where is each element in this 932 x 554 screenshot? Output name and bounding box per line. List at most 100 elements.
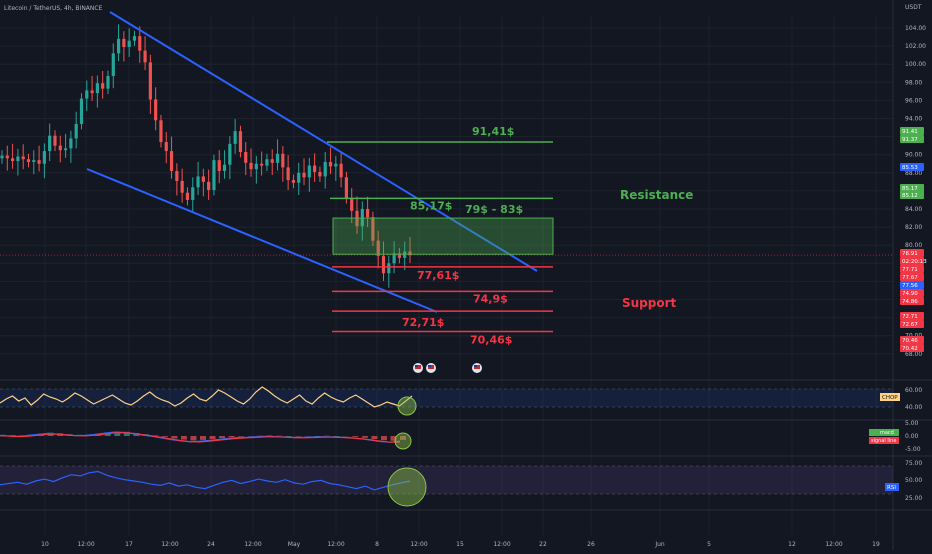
level-label: 91,41$ — [472, 125, 514, 138]
candle-body — [0, 156, 3, 159]
flag-canton — [415, 365, 418, 367]
macd-bar — [371, 436, 377, 439]
candle-body — [218, 160, 221, 171]
macd-bar — [229, 436, 235, 437]
candle-body — [122, 39, 125, 47]
time-tick-label: Jun — [654, 541, 665, 548]
time-tick-label: 12:00 — [244, 541, 261, 548]
candle-body — [165, 142, 168, 151]
price-badge-label: 72.71 — [902, 314, 918, 320]
candle-body — [255, 164, 258, 169]
candle-body — [191, 187, 194, 200]
candle-body — [271, 159, 274, 163]
price-tick-label: 90.00 — [905, 152, 922, 159]
support-annotation: Support — [622, 296, 677, 310]
candle-body — [181, 181, 184, 193]
candle-body — [265, 159, 268, 165]
chop-tick-label: 60.00 — [905, 387, 922, 394]
candle-body — [149, 62, 152, 99]
price-badge-label: 77.56 — [902, 283, 918, 289]
candle-body — [393, 253, 396, 263]
event-flag-icon — [426, 363, 436, 373]
macd-bar — [210, 436, 216, 439]
candle-body — [313, 166, 316, 172]
price-tick-label: 96.00 — [905, 97, 922, 104]
event-flag-icon — [413, 363, 423, 373]
candle-body — [350, 198, 353, 211]
flag-canton — [474, 365, 477, 367]
price-tick-label: 82.00 — [905, 224, 922, 231]
candle-body — [276, 154, 279, 163]
candle-body — [117, 39, 120, 53]
candle-body — [53, 136, 56, 146]
time-tick-label: 12:00 — [410, 541, 427, 548]
rsi-tick-label: 75.00 — [905, 460, 922, 467]
candle-body — [112, 53, 115, 76]
candle-body — [6, 156, 9, 159]
macd-bar — [352, 436, 358, 437]
level-label: 79$ - 83$ — [465, 203, 523, 216]
macd-bar — [381, 436, 387, 440]
candle-body — [27, 159, 30, 162]
level-label: 85,17$ — [410, 199, 452, 212]
candle-body — [101, 83, 104, 88]
candle-body — [366, 209, 369, 217]
candle-body — [186, 193, 189, 200]
resistance-zone — [333, 218, 553, 254]
candle-body — [387, 263, 390, 273]
candle-body — [234, 131, 237, 144]
time-tick-label: 12:00 — [77, 541, 94, 548]
candle-body — [228, 144, 231, 165]
candle-body — [143, 51, 146, 63]
candle-body — [90, 90, 93, 93]
level-label: 72,71$ — [402, 316, 444, 329]
candle-body — [239, 131, 242, 152]
macd-tick-label: -5.00 — [905, 446, 921, 453]
signal-badge-label: signal line — [871, 438, 896, 444]
price-badge-label: 77.71 — [902, 267, 918, 273]
event-flag-icon — [472, 363, 482, 373]
price-tick-label: 94.00 — [905, 116, 922, 123]
time-tick-label: 17 — [125, 541, 133, 548]
currency-label: USDT — [905, 4, 922, 11]
price-badge-label: 91.37 — [902, 137, 918, 143]
price-badge-label: 70.42 — [902, 346, 918, 352]
candle-body — [59, 146, 62, 151]
candle-body — [334, 164, 337, 167]
candle-body — [159, 120, 162, 142]
time-tick-label: 10 — [41, 541, 49, 548]
price-badge-label: 85.53 — [902, 165, 918, 171]
macd-bar — [200, 436, 206, 440]
macd-bar — [295, 436, 301, 437]
price-badge-label: 74.86 — [902, 299, 918, 305]
time-tick-label: 22 — [539, 541, 547, 548]
candle-body — [297, 173, 300, 183]
candle-body — [80, 99, 83, 124]
candle-body — [69, 138, 72, 148]
macd-bar — [286, 436, 292, 437]
macd-bar — [171, 436, 177, 438]
candle-body — [11, 158, 14, 161]
candle-body — [382, 256, 385, 273]
resistance-annotation: Resistance — [620, 188, 693, 202]
chop-tick-label: 40.00 — [905, 404, 922, 411]
candle-body — [260, 164, 263, 166]
candle-body — [96, 83, 99, 93]
macd-bar — [162, 436, 168, 437]
candle-body — [128, 41, 131, 47]
price-tick-label: 104.00 — [905, 25, 926, 32]
price-badge-label: 91.41 — [902, 129, 918, 135]
candle-body — [202, 176, 205, 181]
candle-body — [16, 157, 19, 162]
candle-body — [48, 136, 51, 151]
price-badge-label: 70.46 — [902, 338, 918, 344]
time-tick-label: 24 — [207, 541, 215, 548]
time-tick-label: 12:00 — [825, 541, 842, 548]
candle-body — [133, 36, 136, 41]
candle-body — [223, 165, 226, 171]
candle-body — [207, 182, 210, 190]
time-tick-label: 12:00 — [161, 541, 178, 548]
price-badge-label: 77.67 — [902, 275, 918, 281]
macd-highlight — [395, 433, 411, 449]
